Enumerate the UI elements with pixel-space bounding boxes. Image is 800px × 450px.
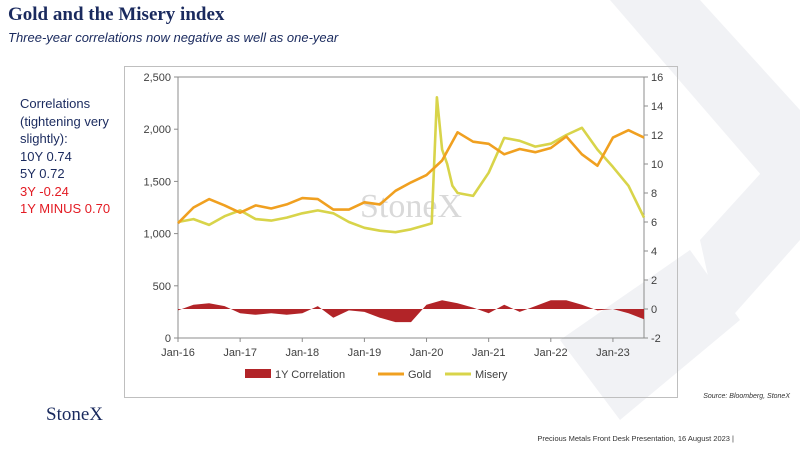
x-axis-tick-label: Jan-22 (534, 347, 568, 359)
correlation-5y: 5Y 0.72 (20, 166, 65, 181)
x-axis-tick-label: Jan-19 (348, 347, 382, 359)
x-axis-tick-label: Jan-21 (472, 347, 506, 359)
page-title: Gold and the Misery index (8, 4, 225, 25)
right-axis-tick-label: 2 (651, 275, 657, 287)
right-axis-tick-label: 6 (651, 217, 657, 229)
x-axis-tick-label: Jan-18 (285, 347, 319, 359)
right-axis-tick-label: 12 (651, 130, 663, 142)
correlation-1y: 1Y MINUS 0.70 (20, 201, 111, 216)
legend-label: Gold (408, 369, 431, 381)
chart-canvas: StoneX 0 500 1,000 1,500 2,000 2,500 -2 0 2 4 6 8 10 1… (143, 72, 663, 381)
x-axis-tick-label: Jan-20 (410, 347, 444, 359)
series-1y-correlation-area (178, 300, 644, 323)
right-axis-tick-label: 16 (651, 72, 663, 84)
left-axis-tick-label: 2,000 (143, 124, 171, 136)
plot-area (177, 76, 645, 339)
left-axis-tick-label: 0 (165, 333, 171, 345)
correlations-panel: Correlations (tightening very slightly):… (20, 95, 132, 218)
stonex-logo: StoneX (46, 404, 103, 425)
page-subtitle: Three-year correlations now negative as … (8, 30, 339, 45)
series-misery-line (177, 96, 646, 234)
series-gold-line (177, 128, 645, 225)
right-axis-tick-label: 8 (651, 188, 657, 200)
right-axis-tick-label: -2 (651, 333, 661, 345)
presentation-footer: Precious Metals Front Desk Presentation,… (537, 434, 734, 443)
correlations-heading: Correlations (tightening very slightly): (20, 96, 109, 146)
correlation-10y: 10Y 0.74 (20, 148, 72, 164)
gold-misery-chart: StoneX 0 500 1,000 1,500 2,000 2,500 -2 0 2 4 6 8 10 1… (124, 66, 678, 398)
correlation-3y: 3Y -0.24 (20, 183, 69, 199)
right-axis-tick-label: 0 (651, 304, 657, 316)
legend-label: 1Y Correlation (275, 369, 345, 381)
legend-label: Misery (475, 369, 508, 381)
left-axis-tick-label: 2,500 (143, 72, 171, 84)
right-axis-tick-label: 14 (651, 101, 663, 113)
left-axis-tick-label: 500 (153, 281, 171, 293)
left-axis-tick-label: 1,000 (143, 229, 171, 241)
x-axis-tick-label: Jan-16 (161, 347, 195, 359)
x-axis-tick-label: Jan-17 (223, 347, 257, 359)
right-axis-tick-label: 4 (651, 246, 657, 258)
left-axis-tick-label: 1,500 (143, 176, 171, 188)
source-note: Source: Bloomberg, StoneX (703, 393, 790, 400)
legend-swatch-1y-correlation (245, 369, 271, 378)
x-axis-tick-label: Jan-23 (596, 347, 630, 359)
chart-watermark: StoneX (360, 188, 462, 225)
right-axis-tick-label: 10 (651, 159, 663, 171)
